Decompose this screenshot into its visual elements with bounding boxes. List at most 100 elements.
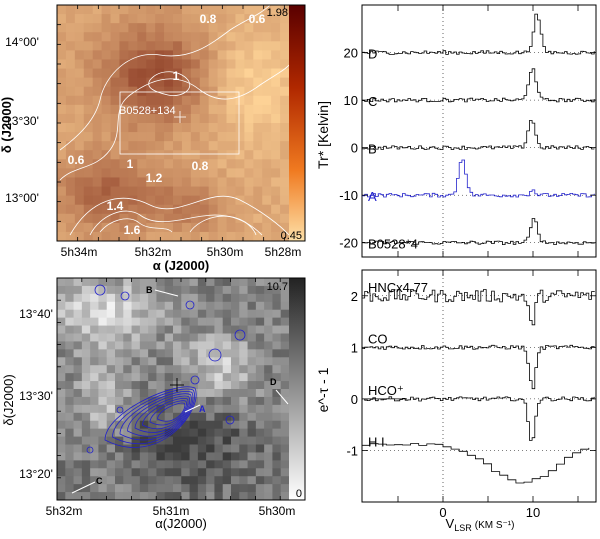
heatmap-cell xyxy=(255,381,265,390)
heatmap-cell xyxy=(173,309,182,319)
heatmap-cell xyxy=(155,86,165,97)
heatmap-cell xyxy=(92,159,103,169)
heatmap-cell xyxy=(173,204,183,215)
heatmap-cell xyxy=(164,141,174,151)
heatmap-cell xyxy=(173,77,183,88)
heatmap-cell xyxy=(226,213,236,224)
heatmap-cell xyxy=(83,168,94,178)
heatmap-cell xyxy=(128,113,138,124)
heatmap-cell xyxy=(217,195,227,206)
heatmap-cell xyxy=(146,14,156,24)
heatmap-cell xyxy=(280,492,290,500)
heatmap-cell xyxy=(244,231,254,241)
heatmap-cell xyxy=(222,285,232,295)
heatmap-cell xyxy=(181,195,192,206)
heatmap-cell xyxy=(235,204,245,215)
heatmap-cell xyxy=(139,389,149,398)
heatmap-cell xyxy=(137,132,147,142)
heatmap-cell xyxy=(173,14,183,24)
heatmap-cell xyxy=(164,59,174,69)
heatmap-cell xyxy=(73,309,83,319)
heatmap-cell xyxy=(101,104,111,115)
heatmap-cell xyxy=(148,301,157,311)
heatmap-cell xyxy=(119,14,129,24)
heatmap-cell xyxy=(235,23,245,33)
heatmap-cell xyxy=(128,204,138,215)
heatmap-cell xyxy=(65,177,76,187)
heatmap-cell xyxy=(206,396,215,406)
heatmap-cell xyxy=(253,14,263,24)
heatmap-cell xyxy=(164,309,174,319)
heatmap-cell xyxy=(81,301,91,311)
heatmap-cell xyxy=(272,381,282,390)
heatmap-cell xyxy=(137,231,147,241)
heatmap-cell xyxy=(164,412,174,422)
heatmap-cell xyxy=(235,41,245,51)
heatmap-cell xyxy=(271,41,281,51)
heatmap-cell xyxy=(110,195,120,206)
heatmap-cell xyxy=(90,396,99,406)
heatmap-cell xyxy=(206,444,215,453)
heatmap-cell xyxy=(239,293,248,303)
heatmap-cell xyxy=(208,204,219,215)
heatmap-cell xyxy=(239,373,248,382)
heatmap-cell xyxy=(146,23,156,33)
heatmap-cell xyxy=(214,357,224,366)
heatmap-cell xyxy=(239,325,248,334)
heatmap-cell xyxy=(190,213,201,224)
heatmap-cell xyxy=(214,476,224,485)
heatmap-cell xyxy=(146,59,156,69)
heatmap-cell xyxy=(199,59,210,69)
heatmap-cell xyxy=(190,86,201,97)
heatmap-cell xyxy=(156,389,166,398)
heatmap-cell xyxy=(253,104,263,115)
heatmap-cell xyxy=(208,50,219,60)
heatmap-cell xyxy=(280,213,290,224)
heatmap-cell xyxy=(271,195,281,206)
heatmap-cell xyxy=(92,195,103,206)
heatmap-cell xyxy=(197,476,207,485)
heatmap-cell xyxy=(81,492,91,500)
heatmap-cell xyxy=(197,278,207,287)
y-tick-label: 13°30' xyxy=(19,389,53,403)
heatmap-cell xyxy=(92,168,103,178)
heatmap-cell xyxy=(199,132,210,142)
heatmap-cell xyxy=(173,325,182,334)
heatmap-cell xyxy=(197,333,207,342)
heatmap-cell xyxy=(206,349,215,358)
contour-blob xyxy=(86,446,94,454)
heatmap-cell xyxy=(247,444,257,453)
heatmap-cell xyxy=(148,468,157,477)
heatmap-cell xyxy=(208,222,219,233)
heatmap-cell xyxy=(92,204,103,215)
heatmap-cell xyxy=(57,23,67,33)
heatmap-cell xyxy=(65,492,74,500)
heatmap-cell xyxy=(173,50,183,60)
heatmap-cell xyxy=(164,222,174,233)
heatmap-cell xyxy=(115,325,124,334)
heatmap-cell xyxy=(148,365,157,374)
heatmap-cell xyxy=(65,357,74,366)
heatmap-cell xyxy=(264,389,273,398)
contour-line xyxy=(89,210,263,236)
heatmap-cell xyxy=(173,231,183,241)
heatmap-cell xyxy=(247,301,257,311)
heatmap-cell xyxy=(106,396,116,406)
heatmap-cell xyxy=(106,404,116,414)
heatmap-cell xyxy=(190,59,201,69)
heatmap-cell xyxy=(101,68,111,79)
heatmap-cell xyxy=(231,460,240,469)
heatmap-cell xyxy=(73,420,83,430)
heatmap-cell xyxy=(65,59,76,69)
heatmap-cell xyxy=(110,150,120,160)
heatmap-cell xyxy=(222,396,232,406)
heatmap-cell xyxy=(73,428,83,437)
contour-label: 0.8 xyxy=(192,159,209,173)
heatmap-cell xyxy=(131,301,141,311)
heatmap-cell xyxy=(73,325,83,334)
heatmap-cell xyxy=(155,77,165,88)
heatmap-cell xyxy=(235,141,245,151)
heatmap-cell xyxy=(222,484,232,493)
heatmap-cell xyxy=(146,186,156,197)
